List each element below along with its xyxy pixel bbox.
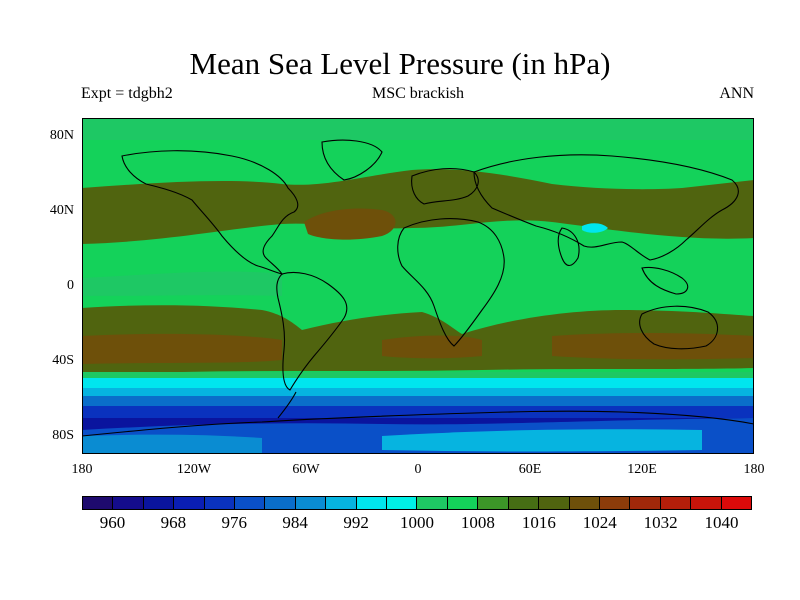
coast-south-america	[276, 271, 348, 391]
coast-antarctica	[82, 410, 754, 437]
colorbar-swatch	[235, 497, 266, 509]
map-title: Mean Sea Level Pressure (in hPa)	[189, 46, 611, 81]
colorbar-label: 976	[221, 513, 248, 532]
coast-north-america	[121, 150, 299, 275]
colorbar-swatch	[417, 497, 448, 509]
colorbar-swatch	[508, 497, 540, 509]
coast-greenland	[321, 139, 383, 181]
band-north-subtropical-core	[304, 208, 396, 240]
coast-antarctic-peninsula	[277, 391, 297, 419]
colorbar-swatch	[721, 497, 751, 509]
colorbar-label: 1024	[582, 513, 617, 532]
colorbar-label: 968	[160, 513, 187, 532]
coastlines	[82, 139, 754, 437]
map-frame	[82, 118, 754, 454]
colorbar-label: 1016	[521, 513, 556, 532]
colorbar-label: 1000	[400, 513, 434, 532]
lon-label-60e: 60E	[518, 462, 542, 477]
lat-label-80s: 80S	[52, 428, 74, 443]
band-south-belt	[82, 333, 282, 364]
lat-label-equator: 0	[67, 278, 74, 293]
lat-label-80n: 80N	[49, 128, 74, 143]
colorbar-swatch	[143, 497, 175, 509]
colorbar-swatch	[539, 497, 570, 509]
pressure-map	[82, 118, 754, 454]
colorbar-swatch	[630, 497, 661, 509]
colorbar-label: 1032	[643, 513, 678, 532]
colorbar-swatch	[691, 497, 722, 509]
lat-label-40s: 40S	[52, 353, 74, 368]
lon-label-180e: 180	[743, 462, 765, 477]
coast-southeast-asia	[641, 266, 689, 295]
colorbar-swatch	[599, 497, 631, 509]
colorbar-swatch	[569, 497, 600, 509]
band-arctic-top	[82, 118, 754, 140]
band-antarctica-west	[82, 434, 262, 454]
pressure-map-svg	[82, 118, 754, 454]
band-south-belt-3	[552, 333, 754, 360]
lon-label-180w: 180	[71, 462, 93, 477]
colorbar-swatch	[113, 497, 144, 509]
run-name-label: MSC brackish	[372, 85, 464, 102]
colorbar-label: 984	[282, 513, 308, 532]
band-southern-ocean-3	[82, 388, 754, 396]
colorbar-swatch	[447, 497, 479, 509]
band-antarctica-interior	[382, 429, 702, 452]
band-south-belt-2	[382, 335, 482, 359]
coast-africa	[397, 218, 505, 347]
coast-asia	[473, 154, 739, 261]
colorbar-label: 960	[99, 513, 126, 532]
band-small-high	[582, 223, 608, 233]
band-green-north-patch	[82, 271, 282, 296]
coast-india	[557, 227, 580, 267]
colorbar-swatch	[356, 497, 388, 509]
band-southern-ocean-5	[82, 406, 754, 418]
season-label: ANN	[719, 85, 754, 102]
colorbar-swatch	[478, 497, 509, 509]
lon-label-120e: 120E	[627, 462, 657, 477]
band-southern-ocean-4	[82, 396, 754, 406]
coast-europe	[411, 168, 479, 205]
coast-australia	[639, 305, 719, 350]
colorbar-label: 992	[343, 513, 369, 532]
colorbar-swatch	[174, 497, 205, 509]
lat-label-40n: 40N	[49, 203, 74, 218]
colorbar	[82, 496, 752, 510]
lon-label-120w: 120W	[176, 462, 212, 477]
lon-label-0: 0	[414, 462, 422, 477]
experiment-label: Expt = tdgbh2	[81, 85, 173, 102]
colorbar-label: 1040	[704, 513, 739, 532]
colorbar-swatch	[660, 497, 692, 509]
band-southern-ocean-1	[82, 372, 754, 378]
colorbar-swatch	[265, 497, 296, 509]
band-southern-ocean-2	[82, 378, 754, 388]
colorbar-swatch	[204, 497, 236, 509]
lon-label-60w: 60W	[292, 462, 320, 477]
colorbar-swatch	[295, 497, 327, 509]
colorbar-swatch	[326, 497, 357, 509]
colorbar-label: 1008	[460, 513, 495, 532]
colorbar-swatch	[387, 497, 418, 509]
colorbar-swatch	[83, 497, 114, 509]
